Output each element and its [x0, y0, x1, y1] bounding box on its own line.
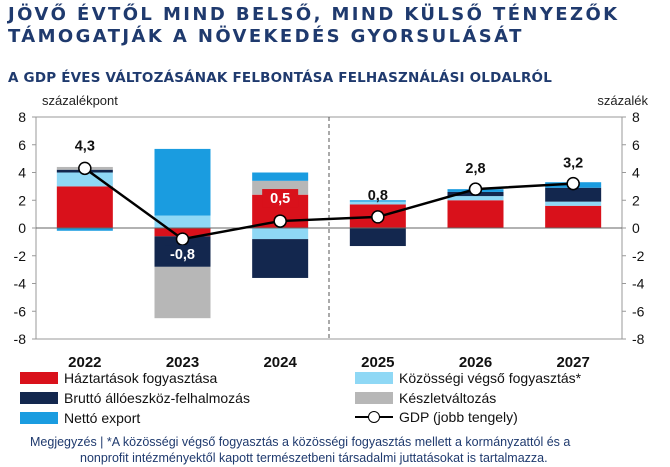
gdp-value-label: -0,8: [170, 247, 195, 263]
left-axis-unit: százalékpont: [42, 93, 118, 108]
bar-segment: [154, 266, 211, 319]
gdp-point: [175, 232, 190, 246]
legend-item-household: Háztartások fogyasztása: [20, 370, 217, 386]
bar-segment: [252, 239, 309, 278]
y-tick-label-left: -6: [14, 303, 27, 319]
gdp-point: [468, 182, 483, 196]
title-line-1: JÖVŐ ÉVTŐL MIND BELSŐ, MIND KÜLSŐ TÉNYEZ…: [8, 4, 620, 25]
y-tick-label-right: 8: [632, 109, 640, 125]
x-category-label: 2026: [459, 354, 492, 371]
y-tick-label-right: 4: [632, 165, 640, 181]
gdp-value-label: 2,8: [465, 161, 485, 177]
legend-label-inventory: Készletváltozás: [399, 390, 497, 406]
legend-item-gdp: GDP (jobb tengely): [355, 409, 518, 425]
gdp-label-bg: [164, 245, 201, 264]
y-tick-label-left: -4: [14, 276, 27, 292]
bar-segment: [154, 148, 211, 216]
y-tick-label-right: -8: [632, 331, 645, 347]
legend-label-gdp: GDP (jobb tengely): [399, 409, 518, 425]
bar-segment: [349, 201, 406, 205]
legend-item-inventory: Készletváltozás: [355, 390, 496, 406]
gdp-point: [566, 176, 580, 191]
y-tick-label-right: 6: [632, 137, 640, 153]
y-tick-label-left: -8: [14, 331, 27, 347]
y-tick-label-right: 2: [632, 192, 640, 208]
y-tick-label-left: 2: [18, 192, 26, 208]
footnote-line-1: Megjegyzés | *A közösségi végső fogyaszt…: [30, 435, 571, 449]
bar-segment: [252, 228, 309, 240]
gdp-value-label: 4,3: [75, 138, 95, 154]
legend-swatch-investment: [20, 392, 58, 404]
y-tick-label-right: -4: [632, 276, 645, 292]
legend-swatch-net-export: [20, 412, 58, 424]
bar-segment: [154, 228, 211, 237]
x-category-label: 2024: [263, 354, 297, 371]
page-title: JÖVŐ ÉVTŐL MIND BELSŐ, MIND KÜLSŐ TÉNYEZ…: [8, 4, 620, 48]
bar-segment: [545, 201, 602, 206]
legend-item-public: Közösségi végső fogyasztás*: [355, 370, 581, 386]
legend-swatch-gdp: [355, 410, 393, 424]
footnote-line-2: nonprofit intézményektől kapott természe…: [80, 451, 548, 465]
legend-label-household: Háztartások fogyasztása: [64, 370, 218, 386]
x-category-label: 2027: [556, 354, 589, 371]
y-tick-label-left: -2: [14, 248, 27, 264]
title-line-2: TÁMOGATJÁK A NÖVEKEDÉS GYORSULÁSÁT: [8, 26, 524, 47]
gdp-value-label: 0,5: [270, 191, 290, 207]
gdp-value-label: 3,2: [563, 156, 583, 172]
y-tick-label-left: 8: [18, 109, 26, 125]
bar-segment: [447, 200, 504, 228]
footnote: Megjegyzés | *A közösségi végső fogyaszt…: [30, 434, 650, 466]
gdp-label-bg: [262, 189, 299, 208]
bar-segment: [56, 186, 113, 228]
gdp-point: [371, 210, 385, 224]
chart-title: A GDP ÉVES VÁLTOZÁSÁNAK FELBONTÁSA FELHA…: [8, 70, 553, 86]
legend-item-investment: Bruttó állóeszköz-felhalmozás: [20, 390, 250, 406]
legend-label-net-export: Nettó export: [64, 410, 141, 426]
y-tick-label-right: -2: [632, 248, 645, 264]
x-category-label: 2023: [166, 354, 199, 371]
y-tick-label-right: -6: [632, 303, 645, 319]
bar-segment: [252, 172, 309, 181]
legend-swatch-inventory: [355, 392, 393, 404]
x-category-label: 2022: [68, 354, 101, 371]
x-category-label: 2025: [361, 354, 394, 371]
bar-segment: [56, 228, 113, 231]
legend-label-investment: Bruttó állóeszköz-felhalmozás: [64, 390, 250, 406]
y-tick-label-left: 6: [18, 137, 26, 153]
bar-segment: [447, 196, 504, 201]
right-axis-unit: százalék: [597, 93, 648, 108]
y-tick-label-left: 0: [18, 220, 26, 236]
bar-segment: [349, 228, 406, 247]
bar-segment: [349, 200, 406, 202]
bar-segment: [545, 205, 602, 228]
legend-swatch-public: [355, 372, 393, 384]
gdp-point: [78, 161, 92, 176]
legend-item-net-export: Nettó export: [20, 410, 140, 426]
legend-label-public: Közösségi végső fogyasztás*: [399, 370, 582, 386]
legend-swatch-household: [20, 372, 58, 384]
y-tick-label-right: 0: [632, 220, 640, 236]
y-tick-label-left: 4: [18, 165, 26, 181]
gdp-point: [273, 214, 287, 228]
gdp-value-label: 0,8: [368, 188, 388, 204]
gdp-line: [84, 167, 574, 241]
bar-segment: [154, 215, 211, 228]
bar-segment: [545, 187, 602, 202]
bar-segment: [56, 172, 113, 187]
